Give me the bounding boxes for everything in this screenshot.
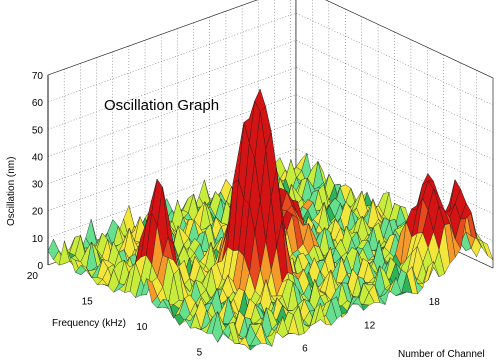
y-tick-label: 20	[27, 271, 39, 282]
x-tick-label: 18	[429, 297, 441, 308]
y-tick-label: 10	[136, 322, 148, 333]
surface-patch	[239, 336, 251, 351]
x-axis-label: Number of Channel	[398, 349, 485, 360]
z-tick-label: 70	[32, 71, 44, 82]
axis-grid	[47, 0, 494, 269]
z-tick-label: 20	[32, 207, 44, 218]
axis-ticks: 0 10 20 30 40 50 60 70 20 15 10 5 6 12 18	[27, 71, 440, 359]
z-axis-label: Oscillation (nm)	[6, 157, 17, 226]
x-tick-label: 12	[364, 320, 376, 331]
z-tick-label: 40	[32, 152, 44, 163]
z-tick-label: 30	[32, 180, 44, 191]
y-tick-label: 5	[197, 348, 203, 359]
y-tick-label: 15	[82, 297, 94, 308]
z-tick-label: 10	[32, 234, 44, 245]
chart-title: Oscillation Graph	[104, 97, 219, 114]
x-tick-label: 6	[302, 344, 308, 355]
y-axis-label: Frequency (kHz)	[52, 318, 126, 329]
z-tick-label: 0	[37, 261, 43, 272]
surface-plot	[47, 88, 494, 351]
z-tick-label: 50	[32, 125, 44, 136]
z-tick-label: 60	[32, 98, 44, 109]
